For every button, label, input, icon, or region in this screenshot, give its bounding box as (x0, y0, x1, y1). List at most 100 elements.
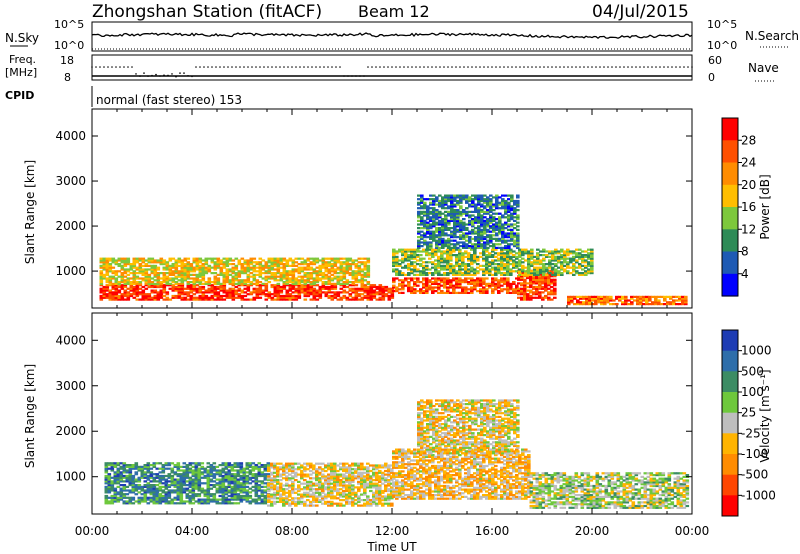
heatmap-cell (443, 291, 447, 294)
heatmap-cell (387, 289, 392, 292)
heatmap-cell (437, 259, 441, 262)
heatmap-cell (538, 280, 542, 283)
heatmap-cell (429, 232, 433, 235)
heatmap-cell (213, 298, 218, 301)
heatmap-cell (110, 464, 115, 467)
power-heatmap (99, 194, 688, 306)
heatmap-cell (197, 474, 202, 478)
heatmap-cell (155, 487, 160, 490)
heatmap-cell (440, 264, 444, 267)
heatmap-cell (234, 272, 239, 275)
heatmap-cell (437, 279, 441, 282)
heatmap-cell (429, 246, 433, 249)
heatmap-cell (444, 196, 448, 199)
heatmap-cell (255, 282, 260, 285)
heatmap-cell (375, 291, 380, 294)
heatmap-cell (117, 284, 122, 287)
heatmap-cell (197, 478, 202, 481)
nave-point (471, 66, 473, 68)
heatmap-cell (285, 289, 290, 292)
heatmap-cell (324, 291, 329, 294)
heatmap-cell (147, 282, 152, 285)
heatmap-cell (357, 293, 362, 296)
heatmap-cell (201, 266, 206, 269)
heatmap-cell (429, 201, 433, 204)
heatmap-cell (257, 467, 262, 470)
heatmap-cell (270, 482, 274, 485)
heatmap-cell (566, 252, 570, 255)
heatmap-cell (459, 234, 463, 237)
heatmap-cell (110, 494, 115, 498)
heatmap-cell (171, 270, 176, 273)
heatmap-cell (342, 277, 347, 280)
heatmap-cell (566, 263, 570, 266)
heatmap-cell (416, 263, 420, 266)
power-ylabel: Slant Range [km] (23, 160, 37, 264)
heatmap-cell (538, 296, 542, 299)
heatmap-cell (312, 281, 317, 284)
heatmap-cell (330, 298, 335, 301)
heatmap-cell (149, 473, 154, 476)
heatmap-cell (530, 273, 534, 276)
heatmap-cell (435, 214, 439, 217)
heatmap-cell (468, 203, 472, 206)
heatmap-cell (164, 482, 169, 485)
heatmap-cell (117, 291, 122, 294)
heatmap-cell (117, 263, 122, 266)
heatmap-cell (249, 281, 254, 284)
heatmap-cell (123, 264, 128, 267)
heatmap-cell (548, 272, 552, 275)
heatmap-cell (553, 291, 557, 294)
heatmap-cell (526, 282, 530, 285)
heatmap-cell (486, 209, 490, 212)
heatmap-cell (441, 223, 445, 226)
heatmap-cell (437, 266, 441, 269)
heatmap-cell (228, 291, 233, 294)
heatmap-cell (410, 248, 414, 251)
heatmap-cell (282, 469, 286, 473)
heatmap-cell (267, 257, 272, 260)
heatmap-cell (507, 232, 511, 235)
heatmap-cell (654, 295, 658, 298)
heatmap-cell (459, 236, 463, 239)
heatmap-cell (212, 465, 217, 468)
heatmap-cell (470, 290, 474, 293)
heatmap-cell (563, 270, 567, 273)
heatmap-cell (474, 245, 478, 248)
heatmap-cell (312, 257, 317, 260)
heatmap-cell (165, 281, 170, 284)
heatmap-cell (141, 296, 146, 299)
heatmap-cell (453, 203, 457, 206)
heatmap-cell (468, 198, 472, 201)
heatmap-cell (267, 294, 272, 298)
heatmap-cell (228, 259, 233, 262)
heatmap-cell (569, 250, 573, 253)
heatmap-cell (195, 284, 200, 287)
heatmap-cell (473, 248, 477, 251)
heatmap-cell (458, 277, 462, 280)
heatmap-cell (186, 272, 191, 275)
heatmap-cell (249, 272, 254, 275)
heatmap-cell (146, 476, 151, 479)
heatmap-cell (381, 289, 386, 292)
heatmap-cell (547, 269, 551, 272)
heatmap-cell (209, 464, 214, 467)
heatmap-cell (189, 298, 194, 301)
heatmap-cell (407, 257, 411, 260)
heatmap-cell (297, 285, 302, 289)
heatmap-cell (270, 277, 275, 280)
heatmap-cell (432, 199, 436, 203)
heatmap-cell (264, 264, 269, 267)
heatmap-cell (420, 201, 424, 204)
heatmap-cell (114, 263, 119, 266)
nave-point (391, 66, 393, 68)
heatmap-cell (110, 462, 115, 465)
heatmap-cell (99, 270, 104, 273)
heatmap-cell (291, 475, 295, 478)
heatmap-cell (476, 284, 480, 287)
heatmap-cell (131, 464, 136, 467)
heatmap-cell (126, 296, 131, 299)
heatmap-cell (500, 279, 504, 282)
heatmap-cell (230, 473, 235, 476)
heatmap-cell (527, 252, 531, 255)
